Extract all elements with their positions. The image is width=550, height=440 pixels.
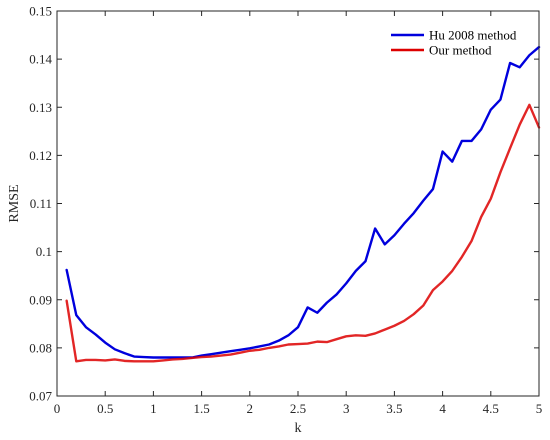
series-lines	[65, 45, 541, 363]
legend-label: Our method	[429, 43, 492, 58]
y-tick-label: 0.07	[29, 389, 52, 404]
y-tick-label: 0.09	[29, 292, 52, 307]
x-tick-label: 5	[536, 401, 543, 416]
plot-background	[57, 11, 539, 396]
plot-area	[57, 11, 539, 396]
series-line-1	[65, 45, 541, 359]
y-axis-label: RMSE	[7, 184, 22, 222]
y-tick-label: 0.12	[29, 148, 52, 163]
x-axis-label: k	[295, 421, 302, 436]
y-tick-label: 0.11	[30, 196, 52, 211]
x-tick-label: 4	[439, 401, 446, 416]
y-tick-label: 0.15	[29, 4, 52, 19]
x-tick-label: 3	[343, 401, 350, 416]
y-tick-label: 0.14	[29, 52, 52, 67]
x-tick-label: 2.5	[290, 401, 306, 416]
x-tick-label: 0	[54, 401, 61, 416]
x-tick-label: 1	[150, 401, 157, 416]
series-line-2	[65, 103, 541, 363]
x-tick-label: 4.5	[483, 401, 499, 416]
legend-label: Hu 2008 method	[429, 28, 517, 43]
x-tick-label: 3.5	[386, 401, 402, 416]
x-tick-label: 0.5	[97, 401, 113, 416]
x-tick-label: 1.5	[193, 401, 209, 416]
y-tick-label: 0.08	[29, 340, 52, 355]
x-axis-ticks: 0 0.5 1 1.5 2 2.5 3 3.5 4 4.5 5	[54, 11, 543, 416]
y-tick-label: 0.13	[29, 100, 52, 115]
x-tick-label: 2	[247, 401, 254, 416]
y-axis-ticks: 0.07 0.08 0.09 0.1 0.11 0.12 0.13 0.14 0.15	[29, 4, 539, 404]
y-tick-label: 0.1	[36, 244, 52, 259]
